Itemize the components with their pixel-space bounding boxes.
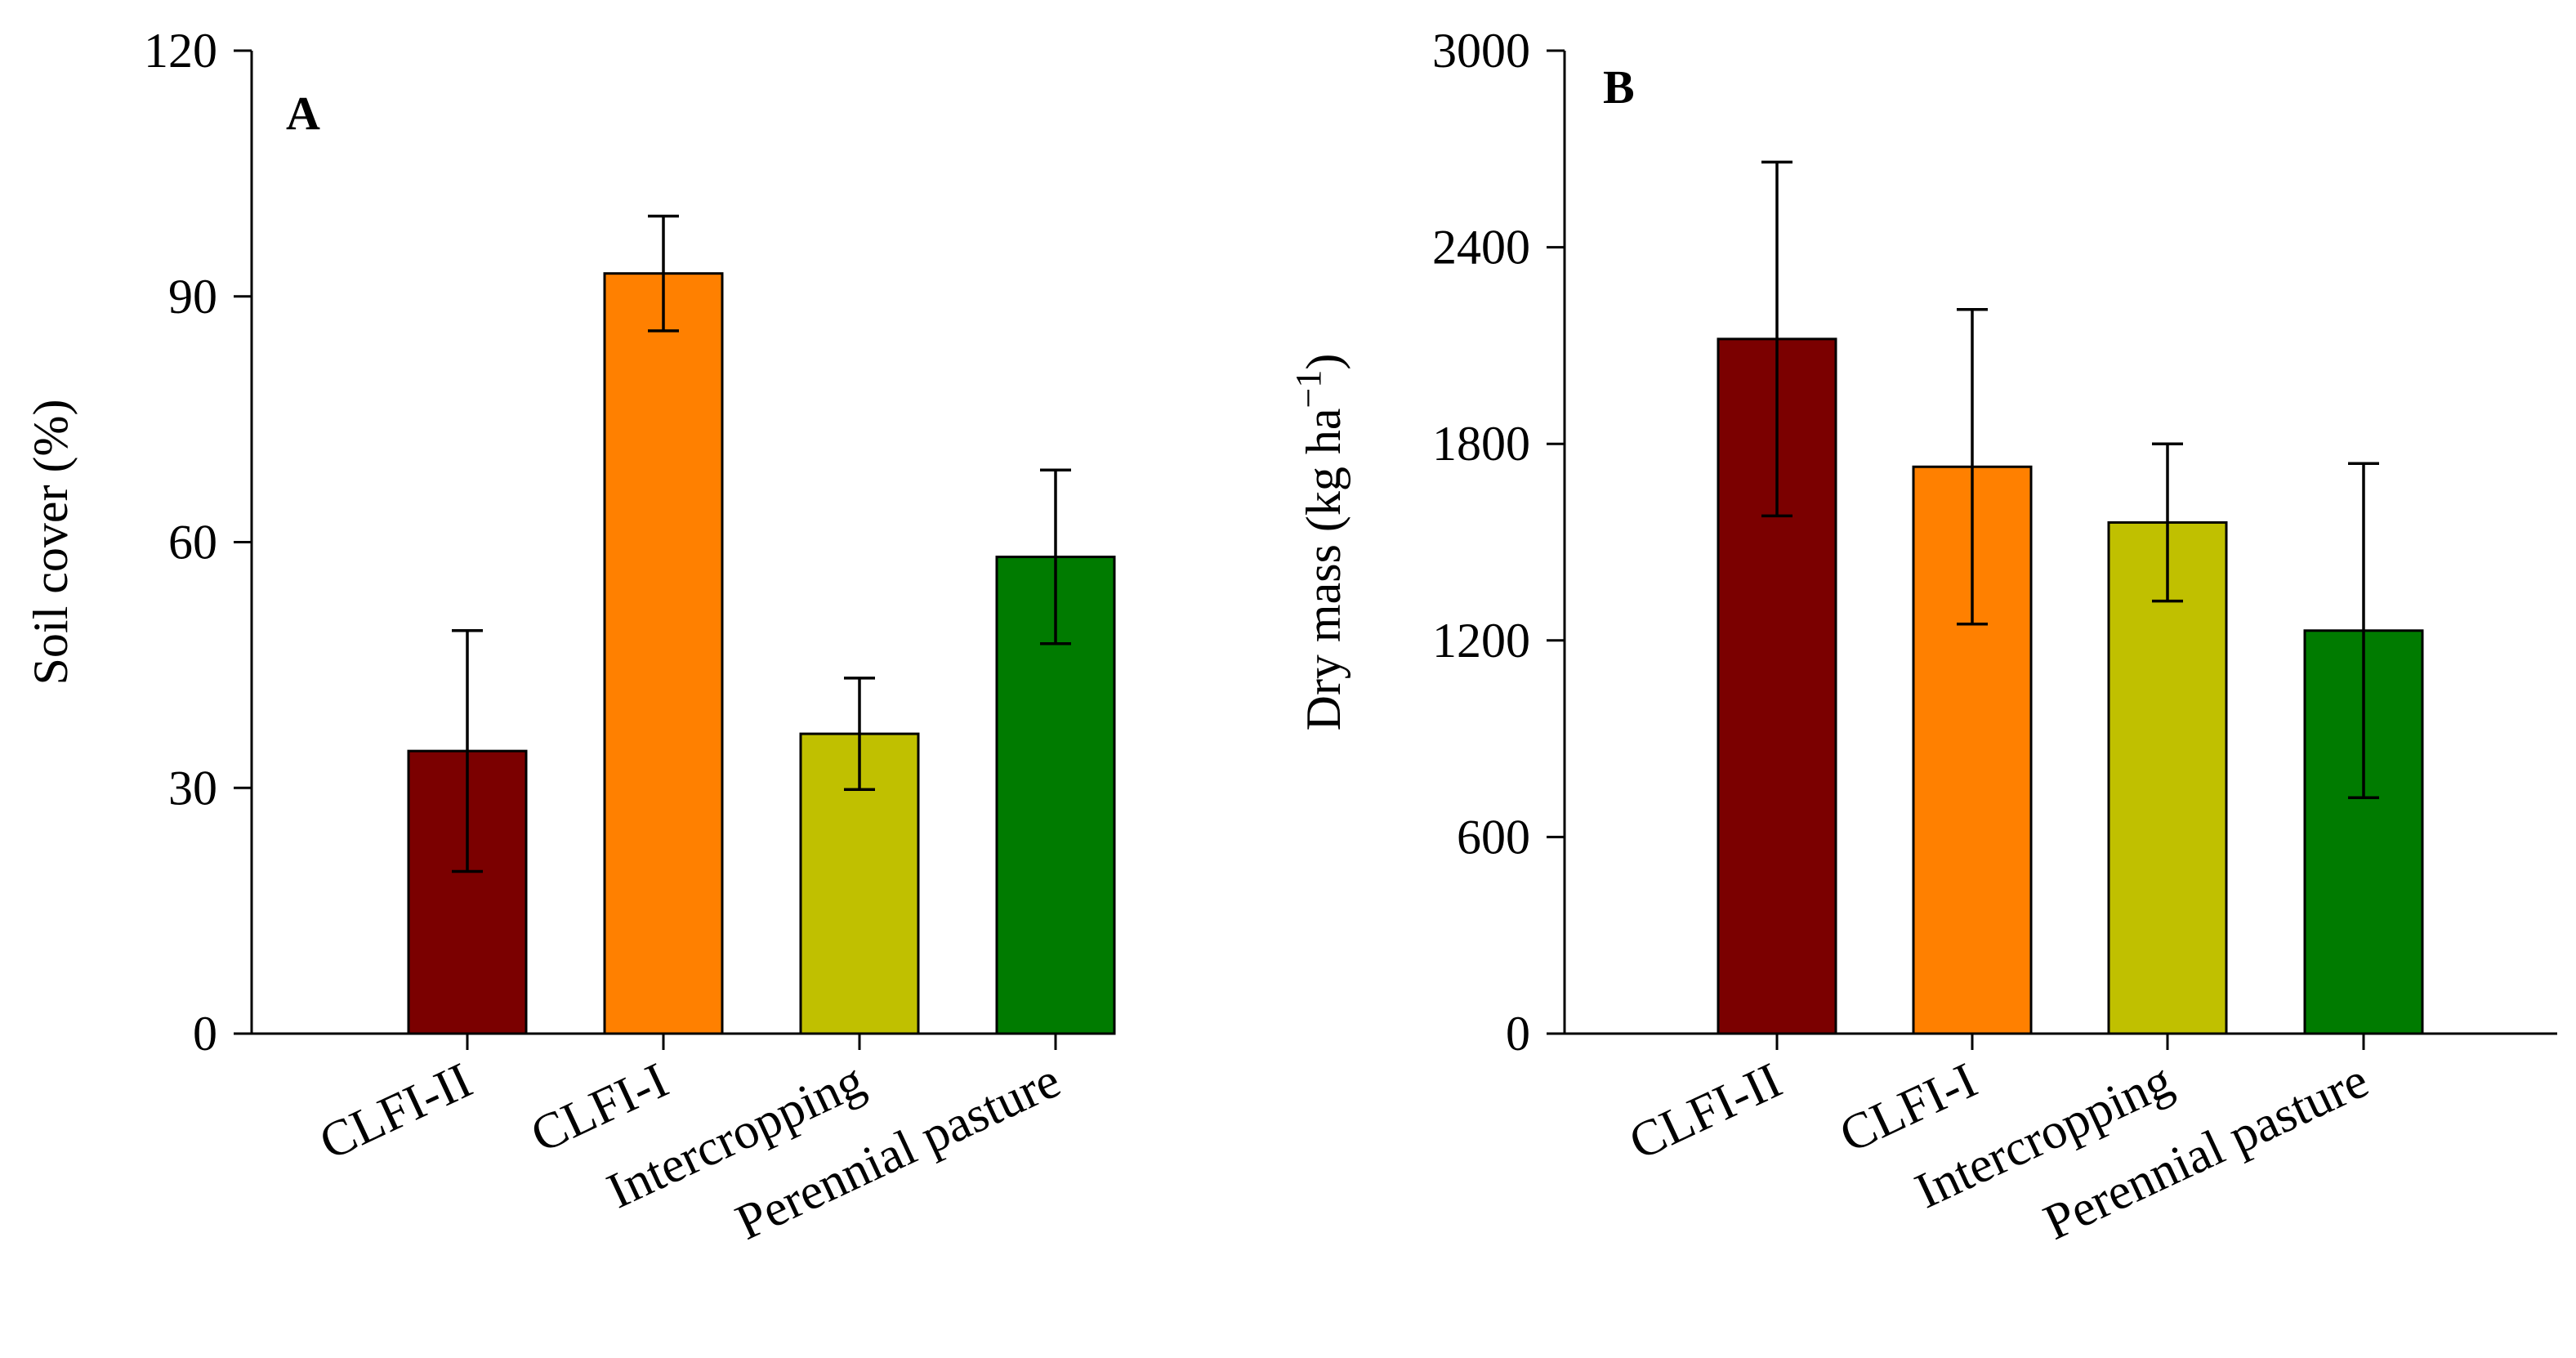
- y-tick-label-b-1200: 1200: [1432, 614, 1530, 668]
- y-tick-label-b-1800: 1800: [1432, 417, 1530, 471]
- panel-letter-b: B: [1603, 60, 1635, 114]
- y-tick-label-b-3000: 3000: [1432, 24, 1530, 78]
- error-bar-b-clfi-i: [1957, 308, 1988, 626]
- x-tick-label-a-clfi-ii: CLFI-II: [311, 1052, 480, 1171]
- y-axis-title-superscript-b: −1: [1288, 370, 1328, 409]
- error-bar-a-clfi-ii: [452, 629, 483, 873]
- y-tick-label-a-0: 0: [193, 1007, 217, 1061]
- bar-b-intercropping: [2107, 520, 2228, 1035]
- y-tick-label-b-600: 600: [1457, 810, 1530, 864]
- y-tick-label-a-90: 90: [168, 270, 217, 324]
- y-tick-label-b-0: 0: [1506, 1007, 1530, 1061]
- error-bar-a-clfi-i: [648, 214, 679, 333]
- error-bar-b-clfi-ii: [1761, 160, 1792, 518]
- error-bar-a-perennial-pasture: [1040, 468, 1071, 645]
- error-bar-b-intercropping: [2152, 442, 2183, 603]
- panel-letter-a: A: [286, 87, 320, 140]
- y-tick-label-a-120: 120: [144, 24, 217, 78]
- y-axis-title-a: Soil cover (%): [24, 400, 78, 686]
- y-axis-title-b: Dry mass (kg ha−1): [1288, 354, 1351, 731]
- y-axis-title-close-b: ): [1297, 354, 1351, 370]
- error-bar-a-intercropping: [844, 677, 875, 792]
- y-tick-label-b-2400: 2400: [1432, 221, 1530, 275]
- y-tick-label-a-60: 60: [168, 516, 217, 570]
- x-tick-label-b-clfi-ii: CLFI-II: [1621, 1052, 1790, 1171]
- x-tick-label-b-perennial-pasture: Perennial pasture: [2036, 1052, 2377, 1251]
- bar-a-clfi-i: [603, 272, 724, 1035]
- error-bar-b-perennial-pasture: [2348, 462, 2379, 800]
- y-tick-label-a-30: 30: [168, 761, 217, 815]
- x-tick-label-a-perennial-pasture: Perennial pasture: [728, 1052, 1069, 1251]
